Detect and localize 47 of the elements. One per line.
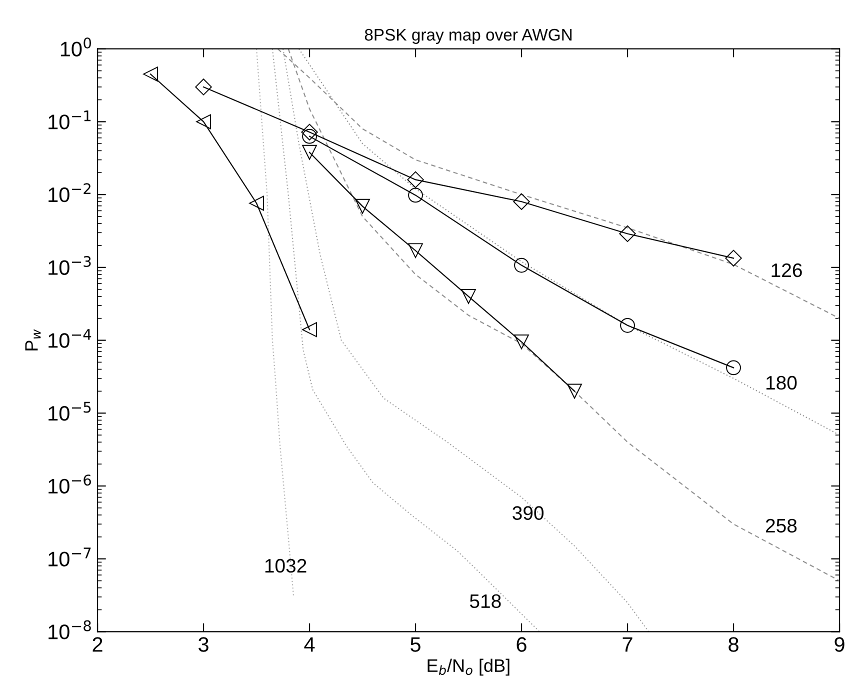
point	[249, 196, 264, 211]
point	[620, 318, 635, 333]
chart-title: 8PSK gray map over AWGN	[364, 28, 572, 44]
y-tick-label: 10$^{−7}$	[48, 548, 91, 566]
y-tick-label: 10$^{−1}$	[48, 110, 91, 130]
x-axis-title: E$_{b}$/N$_{o}$ [dB]	[428, 658, 510, 676]
y-tick-label: 10$^{−3}$	[48, 256, 91, 276]
series-label: 390	[512, 506, 544, 520]
point	[513, 193, 530, 210]
y-tick-label: 10$^{−6}$	[48, 474, 91, 494]
y-tick-label: 10$^{−2}$	[48, 183, 90, 202]
point	[726, 360, 741, 376]
y-tick-label: 10$^{−4}$	[48, 329, 92, 348]
point	[407, 171, 424, 188]
point	[302, 322, 317, 338]
point	[514, 258, 529, 273]
x-tick-label: 6	[516, 637, 526, 652]
x-tick-label: 4	[304, 637, 315, 652]
point	[143, 66, 158, 82]
point	[514, 334, 529, 350]
point	[196, 114, 211, 130]
point	[195, 78, 212, 96]
x-tick-label: 8	[728, 637, 738, 652]
x-tick-label: 3	[198, 637, 208, 652]
point	[408, 243, 423, 258]
point	[567, 384, 582, 399]
point	[355, 198, 370, 214]
y-tick-label: 10$^{−8}$	[48, 620, 91, 640]
series-label: 126	[772, 263, 802, 278]
x-tick-label: 2	[92, 637, 102, 652]
point	[302, 144, 317, 160]
point	[619, 225, 636, 242]
x-tick-label: 5	[410, 637, 420, 652]
point	[461, 288, 476, 304]
point	[408, 188, 423, 203]
y-tick-label: 10$^{0}$	[60, 37, 92, 56]
point	[301, 124, 318, 140]
series-label: 518	[470, 594, 501, 608]
series-label: 258	[766, 518, 797, 533]
y-tick-label: 10$^{−5}$	[48, 402, 91, 421]
x-tick-label: 9	[834, 637, 844, 652]
x-tick-label: 7	[622, 637, 632, 652]
series-label: 1032	[265, 558, 306, 573]
series-label: 180	[766, 376, 797, 390]
y-axis-title: P$_{w}$	[25, 329, 41, 350]
point	[725, 250, 742, 267]
point	[302, 128, 317, 144]
